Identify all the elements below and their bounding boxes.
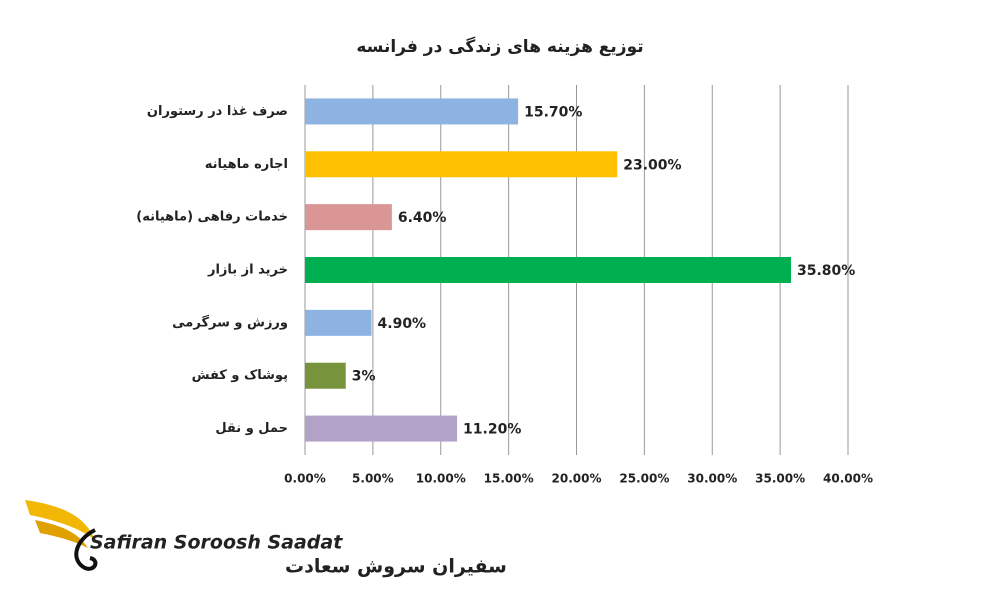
bar — [305, 257, 791, 283]
y-tick-label: صرف غذا در رستوران — [147, 104, 288, 119]
logo-persian: سفیران سروش سعادت — [285, 556, 507, 578]
bar — [305, 98, 519, 125]
x-tick-label: 40.00% — [823, 472, 873, 486]
bar — [305, 415, 458, 442]
x-tick-label: 25.00% — [619, 472, 669, 486]
bar — [305, 151, 618, 178]
x-tick-label: 30.00% — [687, 472, 737, 486]
bar — [305, 362, 346, 389]
value-label: 3% — [352, 369, 376, 385]
y-tick-label: اجاره ماهیانه — [205, 157, 288, 172]
y-tick-label: حمل و نقل — [215, 421, 288, 436]
x-tick-label: 35.00% — [755, 472, 805, 486]
value-label: 35.80% — [797, 263, 855, 279]
x-tick-label: 5.00% — [352, 472, 394, 486]
logo-swan — [74, 528, 98, 571]
bar — [305, 309, 372, 336]
logo-latin: Safiran Soroosh Saadat — [90, 532, 343, 554]
logo-wing — [25, 500, 95, 540]
logo: Safiran Soroosh Saadat سفیران سروش سعادت — [25, 500, 507, 578]
y-tick-label: خدمات رفاهی (ماهیانه) — [136, 210, 288, 225]
logo-wing — [35, 520, 88, 548]
x-tick-label: 10.00% — [416, 472, 466, 486]
y-tick-label: ورزش و سرگرمی — [172, 314, 288, 330]
value-label: 6.40% — [398, 210, 447, 226]
value-label: 23.00% — [623, 157, 681, 173]
value-label: 11.20% — [463, 422, 521, 438]
x-tick-label: 15.00% — [484, 472, 534, 486]
value-label: 15.70% — [524, 104, 582, 120]
y-tick-label: پوشاک و کفش — [192, 368, 288, 383]
value-label: 4.90% — [378, 316, 427, 332]
x-tick-label: 0.00% — [284, 472, 326, 486]
y-tick-label: خرید از بازار — [207, 263, 288, 278]
x-tick-label: 20.00% — [552, 472, 602, 486]
bar — [305, 204, 392, 231]
chart-title: توزیع هزینه های زندگی در فرانسه — [356, 36, 643, 57]
